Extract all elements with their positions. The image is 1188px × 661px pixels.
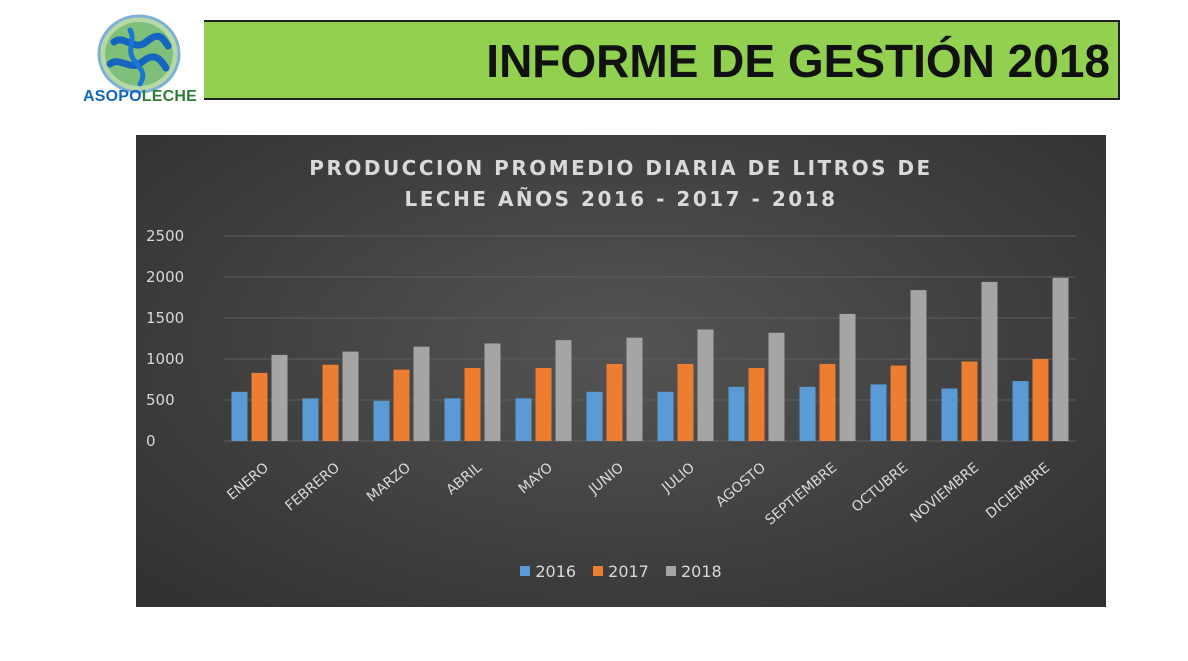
bar-2017-octubre: [890, 365, 907, 441]
bar-2016-junio: [586, 391, 603, 441]
logo-text-part2: LECHE: [141, 88, 198, 105]
bar-2018-junio: [626, 337, 643, 441]
bar-2017-junio: [606, 363, 623, 441]
bar-2017-noviembre: [961, 361, 978, 441]
bar-2018-enero: [271, 354, 288, 441]
bar-2017-septiembre: [819, 363, 836, 441]
chart-title: PRODUCCION PROMEDIO DIARIA DE LITROS DE …: [136, 153, 1106, 215]
bar-2018-agosto: [768, 332, 785, 441]
y-tick-label: 2500: [146, 227, 184, 245]
bar-2018-octubre: [910, 290, 927, 441]
bar-2016-octubre: [870, 384, 887, 441]
bar-2016-septiembre: [799, 386, 816, 441]
page-title: INFORME DE GESTIÓN 2018: [486, 35, 1110, 87]
bar-2018-marzo: [413, 346, 430, 441]
y-tick-label: 500: [146, 391, 175, 409]
legend-swatch-2018: [665, 566, 676, 576]
bar-2016-noviembre: [941, 388, 958, 441]
bar-2017-diciembre: [1032, 359, 1049, 441]
chart-title-line2: LECHE AÑOS 2016 - 2017 - 2018: [404, 187, 838, 211]
bar-2016-enero: [231, 391, 248, 441]
legend-label-2018: 2018: [680, 562, 722, 581]
x-tick-label-junio: JUNIO: [585, 460, 627, 499]
legend-swatch-2016: [520, 566, 531, 576]
bar-2017-marzo: [393, 369, 410, 441]
x-tick-label-julio: JULIO: [658, 460, 698, 497]
x-tick-label-febrero: FEBRERO: [282, 460, 343, 515]
x-tick-label-noviembre: NOVIEMBRE: [907, 460, 982, 526]
bar-2016-marzo: [373, 400, 390, 441]
x-tick-label-marzo: MARZO: [364, 460, 414, 506]
title-banner: INFORME DE GESTIÓN 2018: [204, 20, 1120, 100]
bar-2017-julio: [677, 363, 694, 441]
legend-item-2018: 2018: [665, 562, 722, 581]
production-chart: PRODUCCION PROMEDIO DIARIA DE LITROS DE …: [136, 135, 1106, 607]
asopoleche-logo: ASOPOLECHE: [76, 12, 204, 108]
x-tick-label-octubre: OCTUBRE: [849, 460, 911, 516]
bar-2018-diciembre: [1052, 277, 1069, 441]
y-tick-label: 1000: [146, 350, 184, 368]
bar-2018-julio: [697, 329, 714, 441]
x-tick-label-septiembre: SEPTIEMBRE: [762, 460, 840, 529]
chart-legend: 2016 2017 2018: [136, 562, 1106, 581]
bar-2018-noviembre: [981, 281, 998, 441]
x-tick-label-enero: ENERO: [224, 460, 272, 504]
x-tick-label-diciembre: DICIEMBRE: [983, 460, 1053, 522]
legend-label-2016: 2016: [535, 562, 577, 581]
logo-globe-icon: [97, 14, 181, 94]
bar-2017-agosto: [748, 368, 765, 441]
bar-2018-febrero: [342, 351, 359, 441]
bar-2016-julio: [657, 391, 674, 441]
chart-title-line1: PRODUCCION PROMEDIO DIARIA DE LITROS DE: [309, 156, 933, 180]
bar-2016-febrero: [302, 398, 319, 441]
bar-2017-enero: [251, 372, 268, 441]
legend-item-2017: 2017: [593, 562, 649, 581]
bar-2016-abril: [444, 398, 461, 441]
bar-2017-febrero: [322, 364, 339, 441]
bar-2018-abril: [484, 343, 501, 441]
bar-2017-mayo: [535, 368, 552, 441]
y-tick-label: 0: [146, 432, 156, 450]
bar-2018-mayo: [555, 340, 572, 441]
legend-item-2016: 2016: [520, 562, 576, 581]
bar-2017-abril: [464, 368, 481, 441]
chart-plot: 0 500 1000 1500 2000 2500 ENERO FEBRERO MARZO ABR…: [146, 227, 1076, 529]
bar-2016-diciembre: [1012, 381, 1029, 441]
logo-text-part1: ASOPO: [82, 88, 142, 105]
x-tick-label-abril: ABRIL: [443, 460, 485, 499]
y-tick-label: 1500: [146, 309, 184, 327]
y-tick-label: 2000: [146, 268, 184, 286]
bar-2016-mayo: [515, 398, 532, 441]
bar-2016-agosto: [728, 386, 745, 441]
x-tick-label-mayo: MAYO: [516, 460, 556, 498]
logo-text: ASOPOLECHE: [76, 88, 204, 106]
x-tick-label-agosto: AGOSTO: [713, 460, 769, 511]
legend-swatch-2017: [593, 566, 604, 576]
bar-2018-septiembre: [839, 313, 856, 441]
legend-label-2017: 2017: [608, 562, 649, 581]
